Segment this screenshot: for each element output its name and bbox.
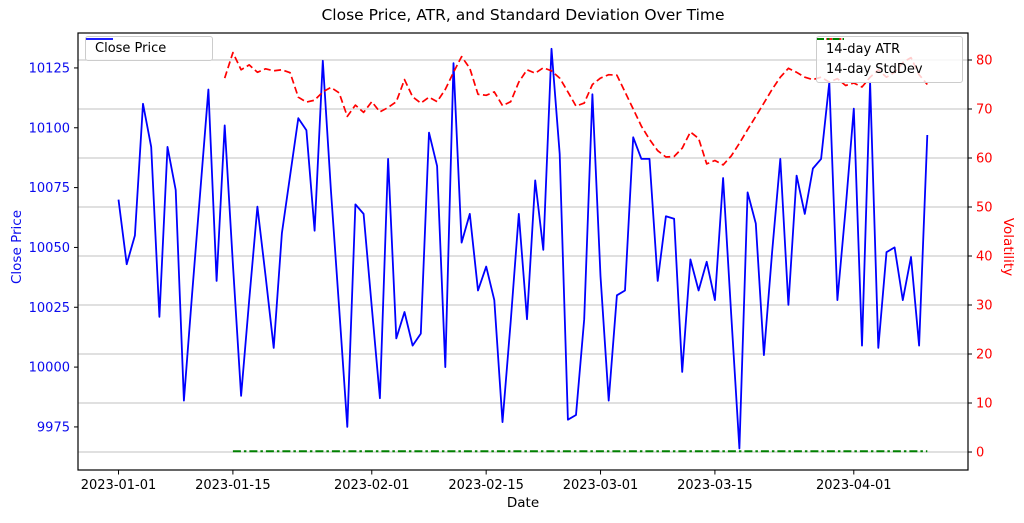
- y-left-tick-label: 10000: [29, 361, 70, 376]
- y-right-tick-label: 80: [976, 54, 993, 69]
- y-right-tick-label: 0: [976, 446, 984, 461]
- y-left-tick-label: 10050: [29, 241, 70, 256]
- x-tick-label: 2023-01-15: [195, 478, 271, 493]
- atr-line: [223, 51, 928, 166]
- y-right-tick-label: 40: [976, 250, 993, 265]
- x-tick-label: 2023-02-01: [334, 478, 410, 493]
- legend-row-close-price: Close Price: [86, 38, 203, 58]
- x-tick-label: 2023-04-01: [816, 478, 892, 493]
- y-left-tick-label: 10075: [29, 181, 70, 196]
- axes-spines: [77, 32, 969, 471]
- x-tick-label: 2023-03-01: [563, 478, 639, 493]
- y-axis-label-right: Volatility: [1000, 217, 1016, 277]
- close-price-line-sample: [86, 38, 113, 40]
- axis-ticks: [74, 59, 972, 475]
- legend-label-close-price: Close Price: [95, 41, 167, 56]
- y-right-tick-label: 10: [976, 397, 993, 412]
- y-left-tick-label: 9975: [37, 420, 70, 435]
- axis-tick-labels: 9975 10000 10025 10050 10075 10100 10125 0 10 20 3…: [29, 54, 993, 493]
- x-tick-label: 2023-02-15: [448, 478, 524, 493]
- legend-row-stddev: 14-day StdDev: [817, 38, 953, 80]
- y-right-tick-label: 30: [976, 299, 993, 314]
- legend-close-price: Close Price: [85, 36, 213, 61]
- series-lines: [117, 47, 929, 453]
- legend-label-atr: 14-day ATR: [826, 42, 901, 57]
- x-axis-label: Date: [506, 495, 540, 511]
- legend-volatility: 14-day ATR 14-day StdDev: [816, 36, 963, 83]
- y-right-tick-label: 60: [976, 152, 993, 167]
- y-left-tick-label: 10100: [29, 121, 70, 136]
- y-right-tick-label: 20: [976, 348, 993, 363]
- y-right-tick-label: 50: [976, 201, 993, 216]
- y-left-tick-label: 10125: [29, 61, 70, 76]
- x-tick-label: 2023-03-15: [677, 478, 753, 493]
- chart-title: Close Price, ATR, and Standard Deviation…: [321, 6, 725, 24]
- legend-row-atr: 14-day ATR: [817, 38, 953, 60]
- close-price-line: [117, 47, 929, 450]
- legend-label-stddev: 14-day StdDev: [826, 62, 923, 77]
- y-axis-label-left: Close Price: [9, 210, 25, 284]
- y-left-tick-label: 10025: [29, 301, 70, 316]
- y-right-tick-label: 70: [976, 103, 993, 118]
- plot-border: [77, 32, 969, 471]
- stddev-line-sample: [817, 38, 844, 40]
- x-tick-label: 2023-01-01: [81, 478, 157, 493]
- gridlines: [78, 59, 968, 453]
